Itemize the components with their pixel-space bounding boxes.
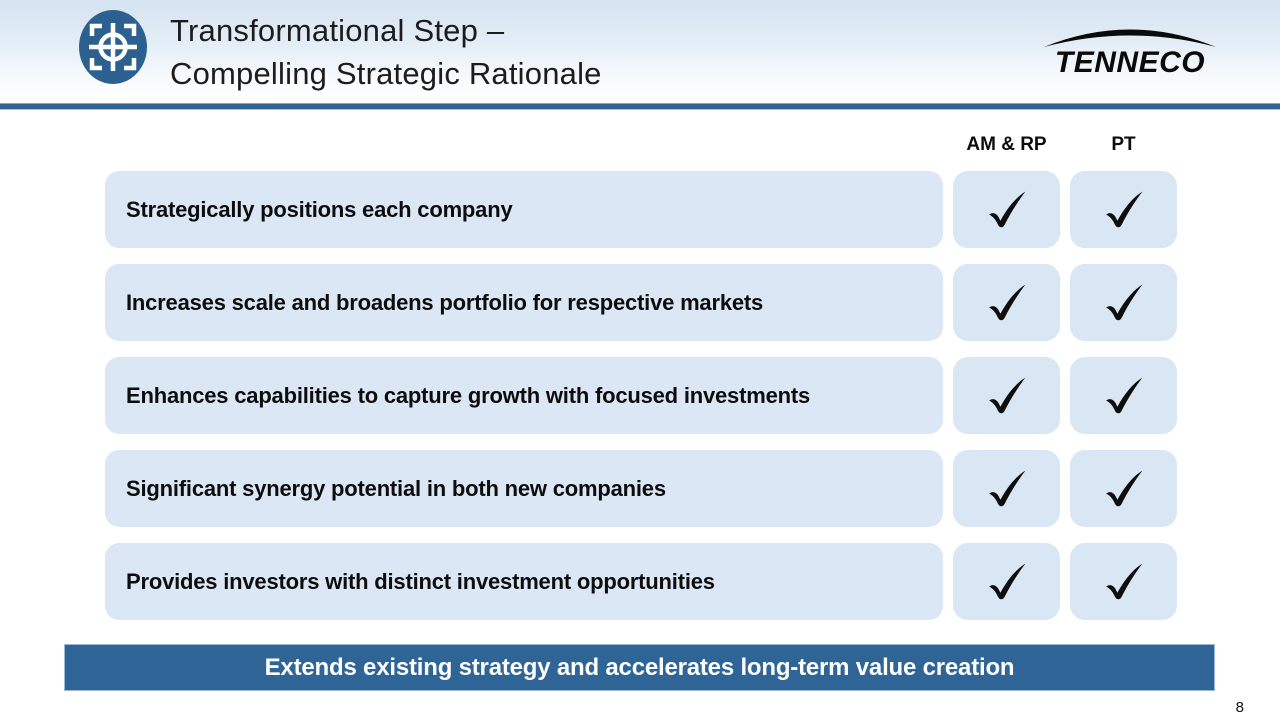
row-label: Increases scale and broadens portfolio f…: [105, 264, 943, 341]
column-header-pt: PT: [1111, 134, 1136, 155]
title-line-2: Compelling Strategic Rationale: [170, 56, 602, 91]
checkmark-icon: [1105, 470, 1142, 506]
check-cell-am-rp: [953, 171, 1060, 248]
tenneco-logo-text: TENNECO: [1055, 46, 1205, 79]
row-label: Strategically positions each company: [105, 171, 943, 248]
summary-banner-text: Extends existing strategy and accelerate…: [264, 653, 1015, 681]
title-line-1: Transformational Step –: [170, 13, 505, 48]
check-cell-am-rp: [953, 357, 1060, 434]
table-row: Strategically positions each company: [105, 171, 1177, 248]
checkmark-icon: [1105, 563, 1142, 599]
check-cell-pt: [1070, 543, 1177, 620]
checkmark-icon: [988, 470, 1025, 506]
check-cell-pt: [1070, 264, 1177, 341]
checkmark-icon: [1105, 191, 1142, 227]
check-cell-pt: [1070, 450, 1177, 527]
row-label: Provides investors with distinct investm…: [105, 543, 943, 620]
row-label-text: Increases scale and broadens portfolio f…: [126, 289, 764, 315]
checkmark-icon: [988, 563, 1025, 599]
page-title: Transformational Step – Compelling Strat…: [170, 9, 602, 95]
table-row: Increases scale and broadens portfolio f…: [105, 264, 1177, 341]
column-header-am-rp: AM & RP: [966, 134, 1047, 155]
row-label-text: Provides investors with distinct investm…: [126, 568, 715, 594]
check-cell-am-rp: [953, 450, 1060, 527]
row-label-text: Strategically positions each company: [126, 196, 513, 222]
checkmark-icon: [988, 191, 1025, 227]
row-label-text: Enhances capabilities to capture growth …: [126, 382, 811, 408]
check-cell-am-rp: [953, 264, 1060, 341]
checkmark-icon: [988, 377, 1025, 413]
row-label: Significant synergy potential in both ne…: [105, 450, 943, 527]
table-row: Provides investors with distinct investm…: [105, 543, 1177, 620]
row-label-text: Significant synergy potential in both ne…: [126, 475, 666, 501]
check-cell-pt: [1070, 357, 1177, 434]
check-cell-am-rp: [953, 543, 1060, 620]
checkmark-icon: [1105, 284, 1142, 320]
tenneco-logo: TENNECO: [1044, 29, 1216, 79]
table-row: Significant synergy potential in both ne…: [105, 450, 1177, 527]
page-number: 8: [1235, 699, 1244, 716]
summary-banner: Extends existing strategy and accelerate…: [64, 644, 1215, 691]
table-row: Enhances capabilities to capture growth …: [105, 357, 1177, 434]
tenneco-swoosh: [1044, 29, 1216, 47]
checkmark-icon: [1105, 377, 1142, 413]
checkmark-icon: [988, 284, 1025, 320]
check-cell-pt: [1070, 171, 1177, 248]
header-divider: [0, 103, 1280, 110]
slide-header: Transformational Step – Compelling Strat…: [0, 0, 1280, 103]
row-label: Enhances capabilities to capture growth …: [105, 357, 943, 434]
target-icon: [79, 10, 147, 84]
